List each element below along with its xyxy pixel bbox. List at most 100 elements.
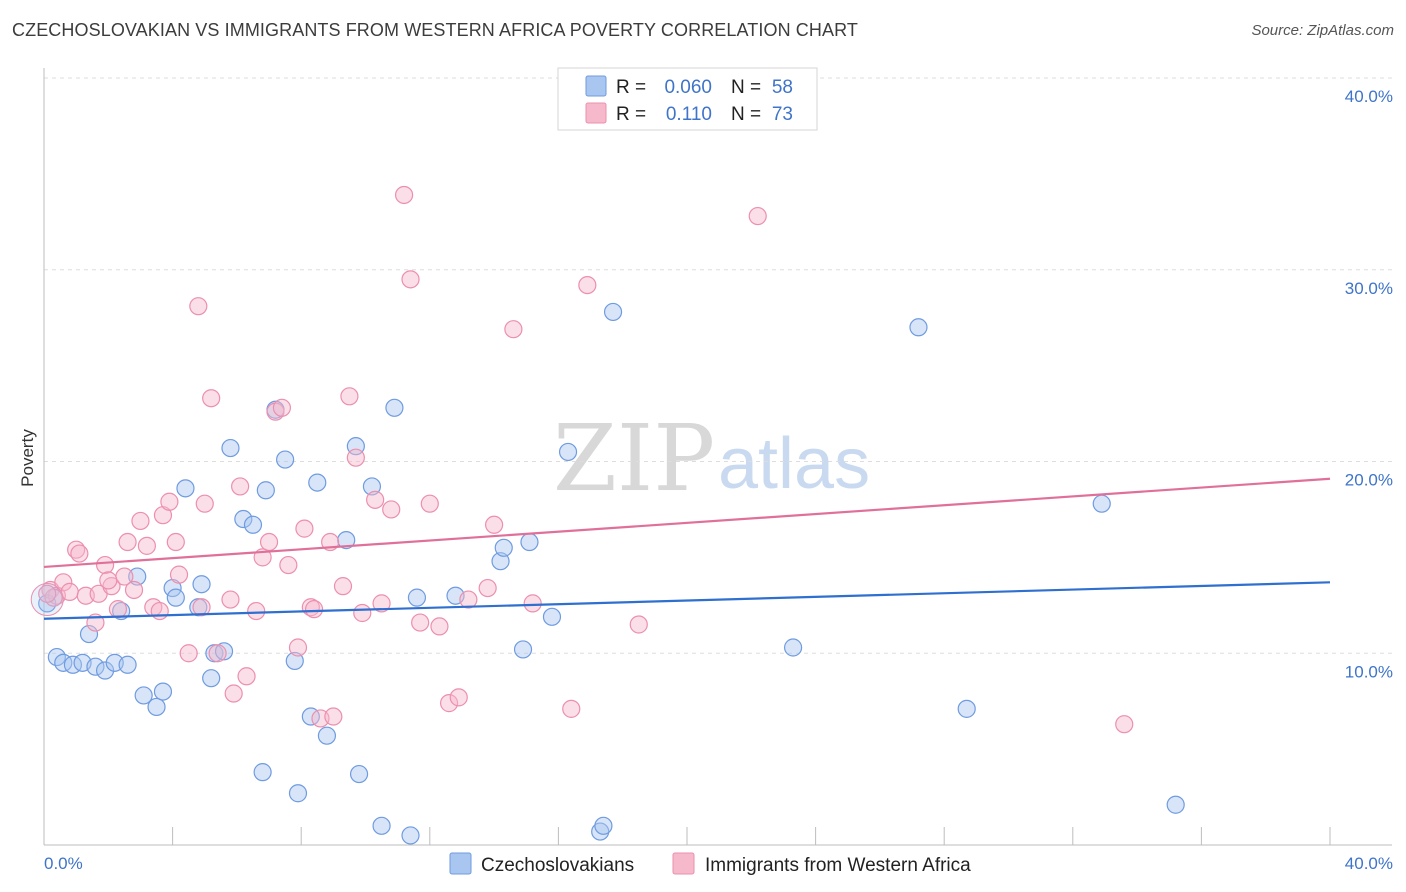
x-ticks xyxy=(43,827,1331,845)
wafrica-point-11 xyxy=(108,600,128,619)
wafrica-point-30 xyxy=(224,684,243,703)
czech-point-12 xyxy=(134,686,153,705)
czech-point-40 xyxy=(385,398,404,417)
czech-point-57 xyxy=(1166,795,1185,814)
legend-r-value-blue: 0.060 xyxy=(664,77,712,98)
wafrica-point-31 xyxy=(231,477,250,496)
wafrica-point-62 xyxy=(485,515,504,534)
y-axis-label: Poverty xyxy=(18,429,37,487)
wafrica-point-15 xyxy=(131,511,150,531)
wafrica-point-58 xyxy=(439,694,459,713)
wafrica-point-61 xyxy=(478,578,497,598)
y-tick-label-40: 40.0% xyxy=(1345,87,1393,106)
czech-point-39 xyxy=(372,816,391,835)
wafrica-point-50 xyxy=(366,490,385,509)
czech-point-56 xyxy=(1092,494,1111,513)
wafrica-point-3 xyxy=(60,582,79,601)
czech-point-52 xyxy=(603,302,623,322)
wafrica-point-54 xyxy=(401,270,420,289)
wafrica-point-29 xyxy=(221,590,240,609)
wafrica-point-21 xyxy=(166,532,185,552)
wafrica-point-16 xyxy=(137,536,156,555)
wafrica-point-72 xyxy=(99,571,118,590)
czech-point-27 xyxy=(256,481,275,500)
wafrica-point-33 xyxy=(247,601,266,621)
legend-bottom: Czechoslovakians Immigrants from Western… xyxy=(449,852,971,876)
wafrica-point-57 xyxy=(430,617,449,636)
wafrica-point-39 xyxy=(288,638,308,657)
czech-point-30 xyxy=(285,651,304,671)
legend-top: R = 0.060 N = 58 R = 0.110 N = 73 xyxy=(557,67,818,131)
legend-n-label-blue: N = xyxy=(731,77,761,98)
legend-r-value-pink: 0.110 xyxy=(666,104,712,125)
czech-point-35 xyxy=(337,531,356,550)
wafrica-point-71 xyxy=(38,584,57,603)
czech-point-41 xyxy=(401,826,420,845)
czech-point-46 xyxy=(513,640,533,659)
legend-bottom-swatch-pink xyxy=(672,852,695,875)
czech-point-47 xyxy=(520,532,539,552)
wafrica-point-18 xyxy=(150,601,169,621)
czech-point-22 xyxy=(214,642,234,661)
trend-line-czechoslovakians xyxy=(43,581,1331,620)
legend-r-label-pink: R = xyxy=(616,104,646,125)
legend-n-value-blue: 58 xyxy=(772,77,793,98)
czech-point-20 xyxy=(202,669,221,688)
czech-point-6 xyxy=(86,657,105,676)
wafrica-point-32 xyxy=(237,667,256,686)
chart-title: CZECHOSLOVAKIAN VS IMMIGRANTS FROM WESTE… xyxy=(12,20,858,40)
czech-point-38 xyxy=(362,477,382,496)
y-tick-label-30: 30.0% xyxy=(1345,279,1393,298)
wafrica-point-64 xyxy=(523,594,542,613)
wafrica-point-25 xyxy=(192,598,211,617)
wafrica-point-23 xyxy=(179,644,198,663)
czech-point-26 xyxy=(253,763,272,782)
czech-point-42 xyxy=(407,588,427,607)
wafrica-point-66 xyxy=(578,275,597,295)
wafrica-point-68 xyxy=(748,206,767,226)
wafrica-point-10 xyxy=(102,577,121,596)
wafrica-point-35 xyxy=(259,532,279,552)
czech-point-11 xyxy=(128,567,147,586)
czech-point-53 xyxy=(783,638,803,657)
legend-swatch-pink xyxy=(585,102,607,124)
legend-n-label-pink: N = xyxy=(731,104,761,125)
legend-bottom-swatch-blue xyxy=(449,852,472,875)
wafrica-point-46 xyxy=(333,577,353,596)
wafrica-point-60 xyxy=(459,590,478,609)
czech-point-14 xyxy=(153,682,173,701)
wafrica-point-9 xyxy=(95,555,115,575)
series-czechoslovakians xyxy=(38,302,1185,845)
trend-line-western-africa xyxy=(43,477,1331,569)
czech-point-37 xyxy=(349,764,369,784)
czech-point-34 xyxy=(317,726,337,745)
wafrica-point-24 xyxy=(189,297,208,316)
wafrica-point-26 xyxy=(195,494,214,513)
wafrica-point-38 xyxy=(279,555,298,575)
wafrica-point-67 xyxy=(629,615,648,634)
czech-point-50 xyxy=(591,822,610,841)
trend-lines xyxy=(43,477,1331,620)
czech-point-31 xyxy=(288,784,308,803)
axes xyxy=(43,68,1392,846)
czech-point-49 xyxy=(558,442,578,462)
czech-point-44 xyxy=(491,552,510,571)
wafrica-point-14 xyxy=(124,580,144,600)
wafrica-point-27 xyxy=(202,389,221,408)
czech-point-10 xyxy=(118,655,137,674)
czech-point-13 xyxy=(147,697,166,717)
series-western-africa xyxy=(30,185,1134,734)
y-tick-labels: 10.0% 20.0% 30.0% 40.0% xyxy=(1345,87,1393,681)
czech-point-25 xyxy=(243,515,263,534)
wafrica-point-48 xyxy=(346,448,365,467)
wafrica-point-69 xyxy=(1115,715,1134,734)
wafrica-point-53 xyxy=(394,185,414,205)
wafrica-point-2 xyxy=(54,573,73,592)
wafrica-point-22 xyxy=(169,565,189,584)
wafrica-point-59 xyxy=(449,688,468,707)
y-tick-label-20: 20.0% xyxy=(1345,471,1393,490)
czech-point-17 xyxy=(176,479,195,498)
wafrica-point-56 xyxy=(420,494,439,513)
czech-point-23 xyxy=(221,438,240,458)
